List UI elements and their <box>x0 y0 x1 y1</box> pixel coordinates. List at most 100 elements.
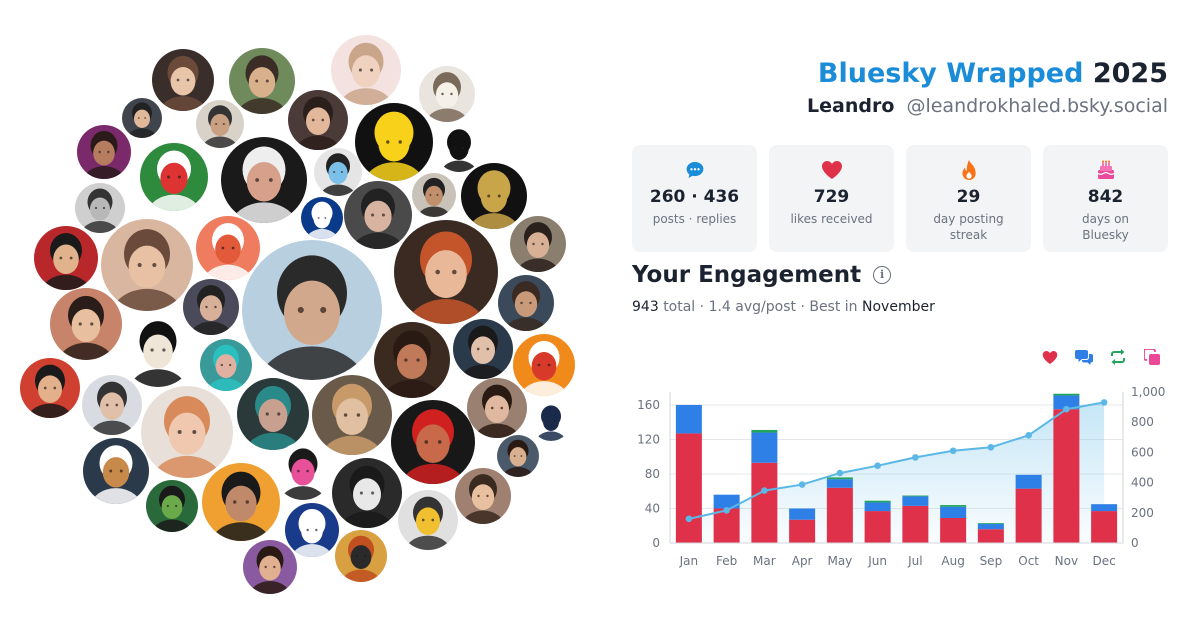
avatar <box>455 468 511 524</box>
avatar <box>301 197 343 239</box>
bar-likes <box>789 519 816 543</box>
summary-separator: · <box>699 299 705 315</box>
x-tick-label: Sep <box>980 554 1003 568</box>
bar-likes <box>713 508 740 543</box>
stat-label: posts · replies <box>652 212 737 226</box>
avatar <box>419 66 475 122</box>
x-tick-label: Nov <box>1055 554 1078 568</box>
avatar <box>140 143 208 211</box>
quote-icon[interactable] <box>1142 347 1162 367</box>
bar-likes <box>977 529 1004 543</box>
user-display-name: Leandro <box>807 95 895 117</box>
stat-label: days on Bluesky <box>1081 212 1130 242</box>
bar-likes <box>1091 511 1118 543</box>
heart-icon[interactable] <box>1040 347 1060 367</box>
brand-name: Bluesky Wrapped <box>817 58 1084 89</box>
avatar <box>398 490 458 550</box>
avatar <box>196 100 244 148</box>
bar-replies <box>713 494 740 509</box>
avatar <box>510 216 566 272</box>
bar-likes <box>902 505 929 543</box>
best-month-prefix: Best in <box>809 299 858 315</box>
avatar <box>50 288 122 360</box>
x-tick-label: May <box>827 554 852 568</box>
cumulative-point <box>1063 405 1070 413</box>
avatar <box>196 216 260 280</box>
y-tick-left: 0 <box>652 536 660 550</box>
info-icon[interactable]: i <box>873 266 892 284</box>
avatar <box>453 319 513 379</box>
bar-likes <box>864 511 891 543</box>
cumulative-point <box>1025 432 1032 439</box>
x-tick-label: Jul <box>907 554 922 568</box>
engagement-average: 1.4 avg/post <box>708 299 796 315</box>
best-month: November <box>862 299 935 315</box>
bar-replies <box>826 479 853 488</box>
avatar <box>146 480 198 532</box>
stat-value: 29 <box>956 187 981 207</box>
user-handle: @leandrokhaled.bsky.social <box>906 95 1168 117</box>
avatar <box>285 503 339 557</box>
avatar <box>229 48 295 114</box>
y-tick-right: 400 <box>1131 476 1154 490</box>
avatar <box>394 220 498 324</box>
avatar <box>467 378 527 438</box>
stat-value: 260 · 436 <box>649 187 740 207</box>
cumulative-point <box>987 443 995 451</box>
avatar <box>513 334 575 396</box>
reply-icon[interactable] <box>1074 347 1094 367</box>
avatar <box>20 358 80 418</box>
stat-value: 842 <box>1087 187 1124 207</box>
y-tick-right: 0 <box>1131 536 1139 550</box>
avatar <box>202 463 280 541</box>
cumulative-point <box>798 481 806 488</box>
chat-bubble-icon <box>632 159 757 181</box>
bar-replies <box>675 404 702 434</box>
bar-replies <box>1053 395 1080 410</box>
engagement-heading: Your Engagement i <box>632 262 892 288</box>
avatar <box>243 540 297 594</box>
repost-icon[interactable] <box>1108 347 1128 367</box>
chart-legend <box>1040 347 1162 367</box>
avatar <box>83 438 149 504</box>
heart-icon <box>769 159 894 181</box>
cumulative-line <box>688 401 1105 520</box>
x-tick-label: Apr <box>792 554 813 568</box>
avatar <box>435 124 483 172</box>
stat-card-likes: 729 likes received <box>769 145 894 252</box>
avatar <box>121 313 195 387</box>
x-tick-label: Dec <box>1093 554 1116 568</box>
y-tick-right: 600 <box>1131 445 1154 459</box>
avatar <box>497 435 539 477</box>
bar-reposts <box>751 429 778 433</box>
x-tick-label: Jun <box>867 554 887 568</box>
avatar <box>101 219 193 311</box>
stat-label: day posting streak <box>933 212 1004 242</box>
avatar <box>183 279 239 335</box>
engagement-summary: 943 total · 1.4 avg/post · Best in Novem… <box>632 299 935 315</box>
engagement-title: Your Engagement <box>632 262 862 288</box>
avatar <box>122 98 162 138</box>
avatar <box>531 401 571 441</box>
y-tick-left: 80 <box>645 467 660 481</box>
bar-reposts <box>977 523 1004 525</box>
stat-card-posts: 260 · 436 posts · replies <box>632 145 757 252</box>
avatar <box>221 137 307 223</box>
cake-icon <box>1043 159 1168 181</box>
engagement-total-word: total <box>663 299 696 315</box>
followers-avatar-cluster <box>20 35 575 594</box>
stat-cards: 260 · 436 posts · replies 729 likes rece… <box>632 145 1168 252</box>
avatar <box>412 173 456 217</box>
bar-replies <box>940 506 967 518</box>
bar-reposts <box>902 495 929 497</box>
cumulative-point <box>723 507 730 514</box>
avatar <box>374 322 450 398</box>
y-tick-right: 200 <box>1131 506 1154 520</box>
avatar <box>335 530 387 582</box>
x-tick-label: Mar <box>753 554 776 568</box>
x-tick-label: Aug <box>941 554 964 568</box>
avatar <box>332 458 402 528</box>
avatar <box>461 163 527 229</box>
engagement-total-value: 943 <box>632 299 659 315</box>
bar-replies <box>1015 474 1042 489</box>
